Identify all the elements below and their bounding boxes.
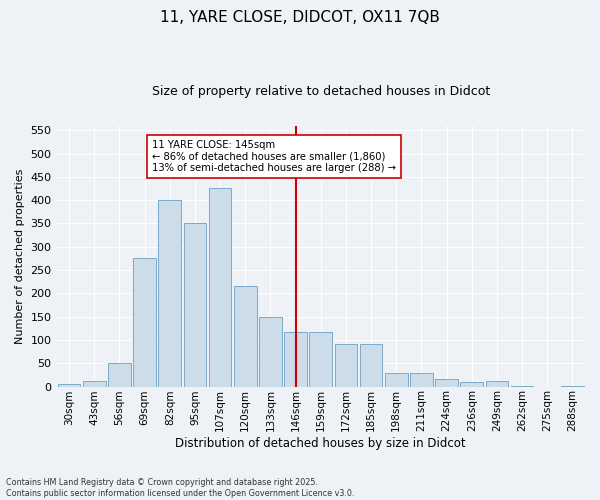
Bar: [385, 372, 407, 386]
Bar: [335, 344, 357, 386]
Bar: [284, 332, 307, 386]
Bar: [58, 384, 80, 386]
Y-axis label: Number of detached properties: Number of detached properties: [15, 168, 25, 344]
Bar: [209, 188, 232, 386]
Bar: [83, 381, 106, 386]
Text: 11 YARE CLOSE: 145sqm
← 86% of detached houses are smaller (1,860)
13% of semi-d: 11 YARE CLOSE: 145sqm ← 86% of detached …: [152, 140, 396, 172]
Bar: [184, 224, 206, 386]
X-axis label: Distribution of detached houses by size in Didcot: Distribution of detached houses by size …: [175, 437, 466, 450]
Bar: [234, 286, 257, 386]
Text: Contains HM Land Registry data © Crown copyright and database right 2025.
Contai: Contains HM Land Registry data © Crown c…: [6, 478, 355, 498]
Bar: [259, 316, 282, 386]
Bar: [310, 332, 332, 386]
Bar: [133, 258, 156, 386]
Bar: [158, 200, 181, 386]
Bar: [360, 344, 382, 386]
Bar: [435, 378, 458, 386]
Bar: [485, 381, 508, 386]
Title: Size of property relative to detached houses in Didcot: Size of property relative to detached ho…: [152, 85, 490, 98]
Bar: [410, 372, 433, 386]
Text: 11, YARE CLOSE, DIDCOT, OX11 7QB: 11, YARE CLOSE, DIDCOT, OX11 7QB: [160, 10, 440, 25]
Bar: [108, 363, 131, 386]
Bar: [460, 382, 483, 386]
